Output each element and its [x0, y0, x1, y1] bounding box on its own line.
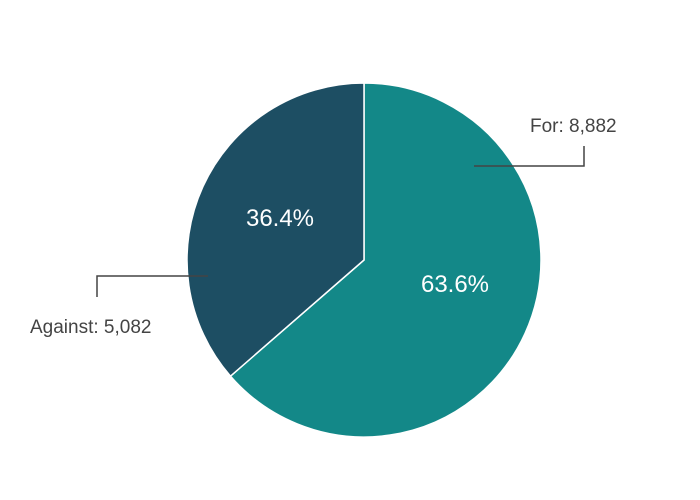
leader-lines [96, 146, 585, 297]
leader-line-for [474, 146, 585, 167]
category-label-against: Against: 5,082 [30, 317, 151, 338]
pie-slice-for [229, 82, 542, 438]
leader-line-against [96, 275, 208, 297]
percent-label-for: 63.6% [421, 271, 489, 298]
pie-slice-against [186, 82, 365, 378]
pie-slices [186, 82, 542, 438]
percent-label-against: 36.4% [246, 205, 314, 232]
pie-labels: 63.6% For: 8,882 36.4% Against: 5,082 [30, 116, 617, 338]
category-label-for: For: 8,882 [530, 116, 617, 137]
